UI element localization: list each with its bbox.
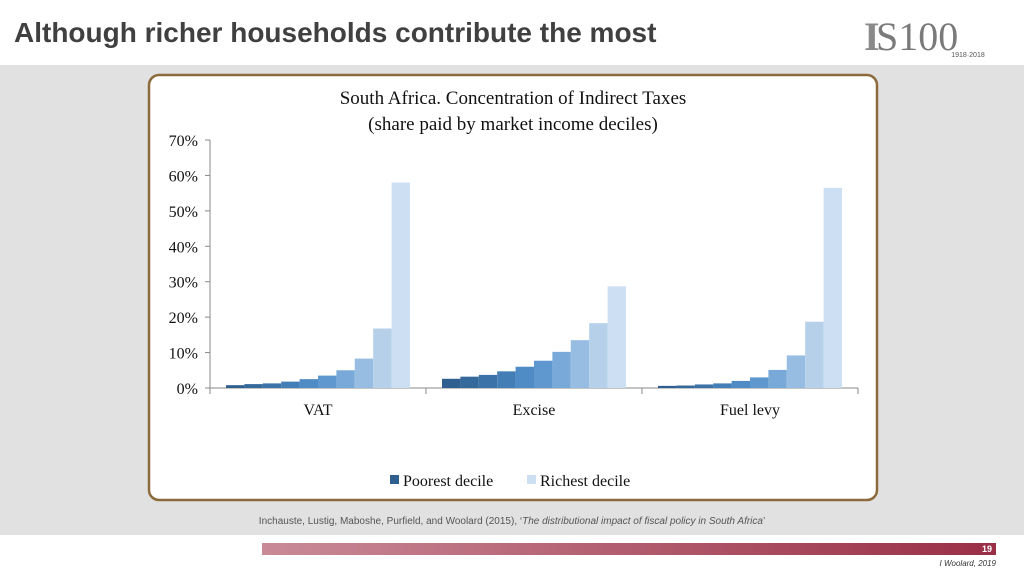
bar <box>515 366 534 388</box>
bar <box>442 378 461 388</box>
y-tick-label: 0% <box>177 381 198 398</box>
bar <box>497 371 516 388</box>
legend-swatch <box>527 475 536 484</box>
bar <box>786 355 806 388</box>
bar <box>318 375 337 388</box>
chart-frame <box>147 73 879 502</box>
bar <box>750 377 769 388</box>
y-tick-label: 60% <box>169 168 198 185</box>
y-tick-label: 70% <box>169 133 198 150</box>
bar <box>570 340 590 388</box>
x-tick-label: Excise <box>513 402 556 419</box>
logo-i: I <box>864 14 880 59</box>
chart: South Africa. Concentration of Indirect … <box>169 88 859 490</box>
author: I Woolard, 2019 <box>940 559 997 568</box>
page-number: 19 <box>982 544 992 554</box>
citation-authors: Inchauste, Lustig, Maboshe, Purfield, an… <box>259 516 522 527</box>
bar <box>694 384 714 388</box>
citation-close: ’ <box>763 516 765 527</box>
slide-title: Although richer households contribute th… <box>14 17 656 48</box>
logo-mark: S100 <box>876 14 958 59</box>
chart-title: South Africa. Concentration of Indirect … <box>340 88 687 109</box>
bar <box>805 321 824 388</box>
x-tick-label: VAT <box>303 402 332 419</box>
y-tick-label: 40% <box>169 239 198 256</box>
x-tick-label: Fuel levy <box>720 402 780 419</box>
bar <box>354 358 374 388</box>
bar <box>478 374 498 388</box>
y-tick-label: 50% <box>169 204 198 221</box>
bar <box>768 369 787 388</box>
bar <box>391 182 410 388</box>
bar <box>226 385 245 388</box>
legend-swatch <box>390 475 399 484</box>
citation: Inchauste, Lustig, Maboshe, Purfield, an… <box>259 516 765 527</box>
bar <box>658 385 677 388</box>
bar <box>731 380 750 388</box>
bar <box>373 328 392 388</box>
bar <box>281 381 300 388</box>
bar <box>299 379 318 388</box>
bar <box>336 370 355 388</box>
legend-label: Richest decile <box>540 473 630 490</box>
bar <box>552 351 571 388</box>
citation-title: The distributional impact of fiscal poli… <box>522 516 763 527</box>
bar <box>262 383 282 388</box>
y-tick-label: 30% <box>169 275 198 292</box>
bar <box>244 384 263 388</box>
bar <box>676 385 695 388</box>
logo-years: 1918·2018 <box>951 52 985 59</box>
bar <box>607 286 626 388</box>
y-tick-label: 20% <box>169 310 198 327</box>
bar <box>460 376 479 388</box>
chart-subtitle: (share paid by market income deciles) <box>368 114 658 135</box>
bar <box>534 360 553 388</box>
y-tick-label: 10% <box>169 346 198 363</box>
bar <box>589 323 608 388</box>
bar <box>823 187 842 388</box>
bar <box>713 383 732 388</box>
legend-label: Poorest decile <box>403 473 493 490</box>
footer-bar <box>262 543 996 555</box>
